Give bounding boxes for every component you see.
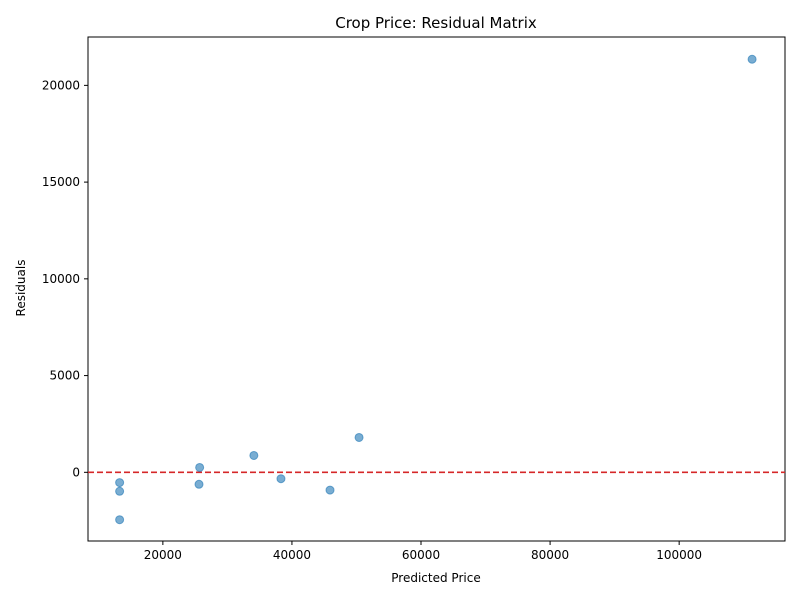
scatter-point-8: [115, 486, 125, 496]
x-tick-label-40000: 40000: [273, 548, 311, 562]
plot-area: 20000 40000 60000 80000 100000 0 5000 10000 1500…: [42, 36, 786, 562]
chart-title: Crop Price: Residual Matrix: [335, 14, 537, 32]
scatter-point-9: [325, 485, 335, 495]
x-tick-label-100000: 100000: [656, 548, 702, 562]
scatter-point-4: [195, 462, 205, 472]
y-tick-label-20000: 20000: [42, 78, 80, 92]
y-tick-label-0: 0: [72, 465, 80, 479]
y-tick-label-10000: 10000: [42, 272, 80, 286]
y-axis-label: Residuals: [14, 260, 28, 317]
scatter-point-5: [276, 474, 286, 484]
scatter-point-3: [249, 450, 259, 460]
x-tick-label-20000: 20000: [144, 548, 182, 562]
y-tick-label-5000: 5000: [49, 369, 80, 383]
y-tick-label-15000: 15000: [42, 175, 80, 189]
scatter-point-10: [115, 515, 125, 525]
scatter-point-7: [194, 479, 204, 489]
x-tick-label-60000: 60000: [402, 548, 440, 562]
scatter-point-1: [747, 54, 757, 64]
x-axis-label: Predicted Price: [391, 571, 480, 585]
x-tick-label-80000: 80000: [531, 548, 569, 562]
scatter-point-6: [115, 478, 125, 488]
plot-frame: [87, 36, 786, 542]
scatter-point-2: [354, 432, 364, 442]
